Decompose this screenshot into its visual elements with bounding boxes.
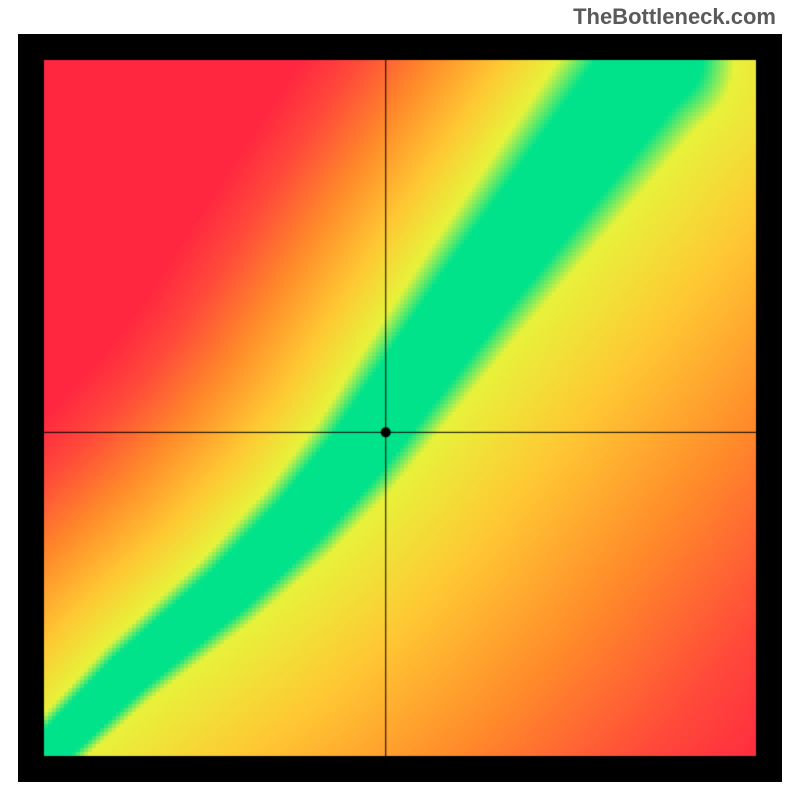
bottleneck-heatmap — [18, 34, 782, 782]
root-container: TheBottleneck.com — [0, 0, 800, 800]
watermark-label: TheBottleneck.com — [573, 4, 776, 30]
heatmap-canvas — [18, 34, 782, 782]
